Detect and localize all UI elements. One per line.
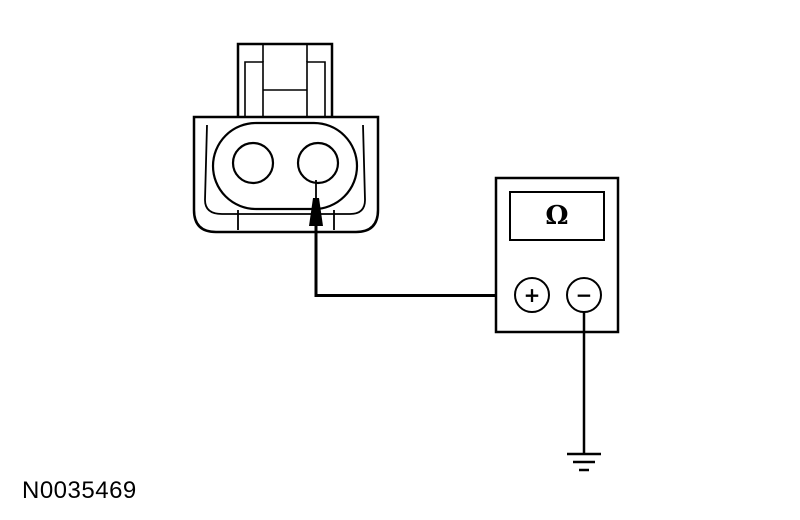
ground-icon [567, 452, 601, 472]
terminal-1 [231, 141, 275, 185]
figure-id-label: N0035469 [22, 477, 137, 504]
positive-terminal [514, 277, 550, 313]
meter-display [509, 191, 605, 241]
ohm-symbol: Ω [545, 201, 568, 231]
terminal-2 [296, 141, 340, 185]
electrical-connector [192, 42, 380, 234]
test-probe [309, 180, 323, 296]
connector-locking-tab [236, 42, 334, 120]
negative-terminal-label: − [576, 283, 593, 307]
connector-cavity [204, 124, 366, 215]
ohmmeter: Ω + − [494, 176, 620, 334]
positive-terminal-label: + [524, 283, 541, 307]
